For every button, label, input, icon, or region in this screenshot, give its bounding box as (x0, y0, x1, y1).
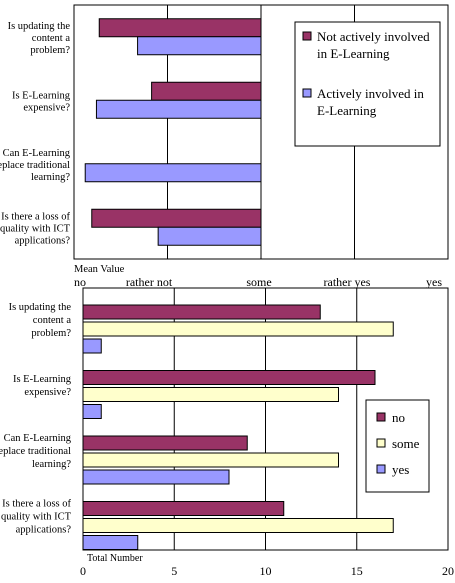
legend-label: Actively involved in (317, 86, 424, 101)
bar-yes (82, 535, 139, 550)
x-axis-title: Mean Value (74, 264, 125, 275)
bar-yes (82, 469, 230, 485)
tick-label: 10 (260, 564, 272, 578)
bar-involved (137, 36, 262, 56)
bar-some (82, 387, 339, 402)
legend-swatch (376, 464, 386, 474)
bar-not-involved (98, 18, 262, 38)
bar-involved (84, 163, 262, 183)
tick-label: rather not (126, 275, 173, 289)
category-label: learning? (32, 459, 71, 470)
category-label: problem? (30, 45, 70, 56)
category-label: Is updating the (9, 302, 72, 313)
legend-label: yes (392, 462, 409, 477)
tick-label: 15 (351, 564, 363, 578)
tick-label: 20 (442, 564, 454, 578)
legend-label: Not actively involved (317, 29, 430, 44)
x-axis-title: Total Number (87, 553, 143, 564)
category-label: Is there a loss of (2, 498, 71, 509)
legend-box (294, 21, 441, 147)
legend-label: in E-Learning (317, 46, 390, 61)
category-label: applications? (15, 235, 71, 246)
category-label: applications? (16, 524, 72, 535)
tick-label: no (74, 275, 86, 289)
legend-label: E-Learning (317, 103, 377, 118)
bar-involved (157, 226, 262, 246)
bar-not-involved (91, 208, 262, 228)
category-label: replace traditional (0, 160, 70, 171)
category-label: content a (32, 33, 71, 44)
category-label: expensive? (23, 102, 70, 113)
category-label: replace traditional (0, 446, 71, 457)
legend: no some yes (365, 399, 430, 493)
category-label: Is updating the (8, 21, 71, 32)
bar-some (82, 452, 339, 468)
category-label: Can E-Learning (4, 433, 72, 444)
bar-yes (82, 404, 102, 419)
tick-label: yes (426, 275, 442, 289)
category-label: Is E-Learning (12, 90, 71, 101)
category-label: Is E-Learning (13, 374, 72, 385)
category-label: quality with ICT (1, 511, 72, 522)
bar-some (82, 518, 394, 533)
bar-not-involved (151, 81, 262, 101)
category-label: Can E-Learning (3, 148, 71, 159)
tick-label: rather yes (324, 275, 371, 289)
legend-label: some (392, 436, 420, 451)
category-label: expensive? (24, 387, 71, 398)
legend: Not actively involved in E-Learning Active… (294, 21, 441, 147)
bar-yes (82, 338, 102, 354)
legend-swatch (376, 438, 386, 448)
category-label: quality with ICT (0, 223, 71, 234)
legend-swatch (376, 412, 386, 422)
tick-label: some (246, 275, 271, 289)
total-number-chart: Is updating the content a problem? Is E-Lea… (0, 287, 454, 578)
tick-label: 0 (80, 564, 86, 578)
legend-swatch (302, 31, 312, 41)
tick-label: 5 (171, 564, 177, 578)
category-label: Is there a loss of (1, 211, 70, 222)
bar-some (82, 321, 394, 337)
category-label: problem? (31, 328, 71, 339)
bar-no (82, 304, 321, 320)
bar-involved (95, 99, 262, 119)
category-label: content a (33, 315, 72, 326)
bar-no (82, 435, 248, 451)
category-label: learning? (31, 172, 70, 183)
bar-no (82, 370, 376, 385)
legend-swatch (302, 88, 312, 98)
legend-label: no (392, 410, 405, 425)
bar-no (82, 501, 285, 516)
